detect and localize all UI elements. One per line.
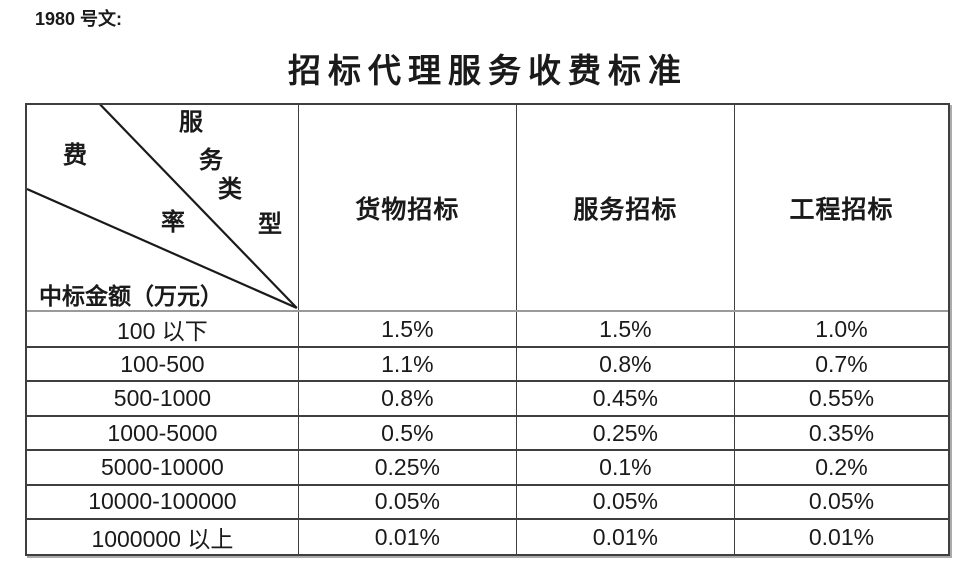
table-row: 1000000 以上 0.01% 0.01% 0.01% — [27, 518, 948, 555]
fee-standard-table: 服 务 类 型 费 率 中标金额（万元） 货物招标 服务招标 工程招标 100 … — [25, 103, 950, 556]
corner-label-service-type-char: 类 — [218, 177, 242, 203]
rate-cell: 1.5% — [297, 312, 516, 346]
rate-cell: 0.1% — [515, 451, 734, 484]
amount-range-cell: 500-1000 — [113, 385, 211, 412]
rate-cell: 0.7% — [733, 348, 948, 381]
rate-cell: 0.05% — [733, 485, 948, 519]
document-ref-number: 1980 号文: — [35, 9, 123, 29]
table-row: 500-1000 0.8% 0.45% 0.55% — [27, 380, 948, 415]
rate-cell: 0.8% — [297, 382, 516, 415]
diagonal-divider-lines — [27, 105, 298, 310]
rate-cell: 0.01% — [733, 520, 948, 555]
corner-label-service-type-char: 务 — [199, 148, 223, 174]
corner-label-service-type-char: 型 — [258, 212, 282, 238]
rate-cell: 0.25% — [515, 416, 734, 450]
table-row: 10000-100000 0.05% 0.05% 0.05% — [27, 483, 948, 519]
rate-cell: 0.25% — [297, 451, 516, 484]
amount-range-cell: 100 以下 — [117, 318, 208, 344]
table-row: 5000-10000 0.25% 0.1% 0.2% — [27, 449, 948, 484]
rate-cell: 0.05% — [515, 485, 734, 519]
rate-cell: 0.01% — [515, 520, 734, 555]
corner-label-amount-axis: 中标金额（万元） — [39, 284, 223, 309]
table-row: 100 以下 1.5% 1.5% 1.0% — [27, 310, 948, 346]
rate-cell: 0.45% — [515, 382, 734, 415]
rate-cell: 0.2% — [733, 451, 948, 484]
amount-range-cell: 1000-5000 — [107, 419, 218, 446]
table-row: 100-500 1.1% 0.8% 0.7% — [27, 346, 948, 381]
corner-label-service-type-char: 服 — [179, 110, 203, 136]
corner-label-fee-rate-char: 费 — [63, 143, 87, 169]
rate-cell: 0.55% — [733, 382, 948, 415]
amount-range-cell: 100-500 — [120, 350, 205, 377]
rate-cell: 0.8% — [515, 348, 734, 381]
rate-cell: 1.0% — [733, 312, 948, 346]
table-header-row: 服 务 类 型 费 率 中标金额（万元） 货物招标 服务招标 工程招标 — [27, 105, 948, 310]
rate-cell: 0.5% — [297, 416, 516, 450]
rate-cell: 0.01% — [297, 520, 516, 555]
column-header-goods-bidding: 货物招标 — [297, 105, 516, 310]
column-header-service-bidding: 服务招标 — [515, 105, 734, 310]
rate-cell: 0.05% — [297, 485, 516, 519]
amount-range-cell: 5000-10000 — [101, 453, 224, 480]
rate-cell: 1.5% — [515, 312, 734, 346]
column-header-engineering-bidding: 工程招标 — [733, 105, 948, 310]
amount-range-cell: 1000000 以上 — [91, 526, 234, 553]
corner-label-fee-rate-char: 率 — [161, 210, 185, 236]
diagonal-corner-cell: 服 务 类 型 费 率 中标金额（万元） — [27, 105, 298, 310]
amount-range-cell: 10000-100000 — [88, 488, 237, 515]
table-row: 1000-5000 0.5% 0.25% 0.35% — [27, 414, 948, 450]
rate-cell: 0.35% — [733, 416, 948, 450]
page-title: 招标代理服务收费标准 — [288, 54, 688, 90]
rate-cell: 1.1% — [297, 348, 516, 381]
